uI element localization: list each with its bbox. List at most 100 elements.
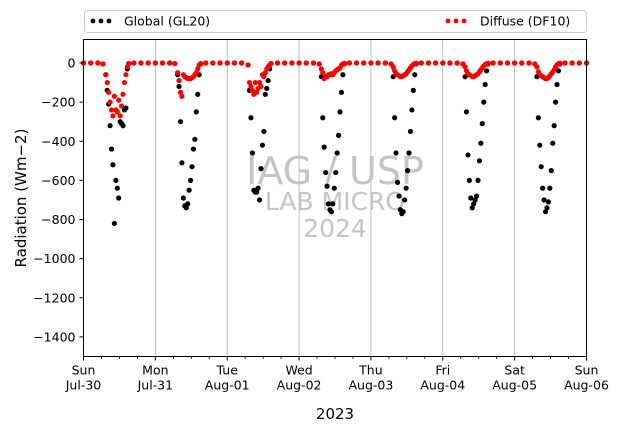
data-point xyxy=(274,60,281,66)
data-point xyxy=(265,77,271,84)
data-point xyxy=(471,201,477,207)
data-point xyxy=(255,185,261,191)
legend-marker-global xyxy=(98,18,104,24)
data-points xyxy=(80,60,590,227)
legend-marker-diffuse xyxy=(461,18,467,24)
data-point xyxy=(179,160,185,166)
data-point xyxy=(121,79,128,86)
data-point xyxy=(454,60,460,66)
data-point xyxy=(95,60,101,66)
data-point xyxy=(562,60,568,66)
data-point xyxy=(535,115,541,121)
x-tick-label-date: Aug-04 xyxy=(420,378,465,393)
data-point xyxy=(407,128,414,135)
y-tick-label: −200 xyxy=(41,95,75,110)
data-point xyxy=(176,77,182,84)
data-point xyxy=(248,115,254,121)
data-point xyxy=(410,87,416,93)
legend-entry-global: Global (GL20) xyxy=(90,14,210,29)
data-point xyxy=(353,60,360,66)
data-point xyxy=(310,60,317,66)
data-point xyxy=(185,201,191,207)
data-point xyxy=(114,185,120,191)
data-point xyxy=(335,132,342,138)
data-point xyxy=(120,91,126,97)
data-point xyxy=(246,79,253,86)
data-point xyxy=(193,109,199,115)
data-point xyxy=(107,123,113,129)
data-point xyxy=(264,85,270,92)
data-point xyxy=(497,60,503,66)
data-point xyxy=(104,79,110,86)
data-point xyxy=(340,72,346,78)
data-point xyxy=(195,91,201,97)
data-point xyxy=(479,121,485,127)
data-point xyxy=(217,60,223,66)
data-point xyxy=(111,220,117,227)
data-point xyxy=(481,99,487,105)
data-point xyxy=(325,201,332,207)
x-tick-label-day: Sun xyxy=(72,363,96,378)
data-point xyxy=(402,197,408,203)
data-point xyxy=(526,60,532,66)
data-point xyxy=(249,150,255,156)
legend-marker-global xyxy=(90,18,96,24)
data-point xyxy=(131,60,137,66)
data-point xyxy=(544,205,550,211)
data-point xyxy=(396,193,402,199)
legend: Global (GL20) Diffuse (DF10) xyxy=(84,10,587,33)
data-point xyxy=(394,179,401,185)
data-point xyxy=(368,60,374,66)
data-point xyxy=(542,209,549,215)
legend-entry-diffuse: Diffuse (DF10) xyxy=(445,14,570,29)
data-point xyxy=(111,93,117,99)
y-tick-label: −600 xyxy=(41,173,75,188)
data-point xyxy=(482,81,488,88)
watermark-line-3: 2024 xyxy=(303,214,367,243)
data-point xyxy=(159,60,166,66)
x-tick-label-date: Aug-06 xyxy=(564,378,609,393)
data-point xyxy=(418,60,424,66)
x-tick-label-day: Sun xyxy=(575,363,599,378)
data-point xyxy=(554,81,560,88)
data-point xyxy=(569,60,575,66)
data-point xyxy=(469,205,475,211)
data-point xyxy=(108,146,115,152)
data-point xyxy=(545,199,552,205)
data-point xyxy=(361,60,367,66)
x-tick-label-day: Mon xyxy=(142,363,168,378)
data-point xyxy=(512,60,518,66)
x-tick-label-day: Thu xyxy=(358,363,382,378)
x-tick-label-day: Wed xyxy=(285,363,312,378)
data-point xyxy=(318,66,324,72)
x-tick-label-date: Aug-03 xyxy=(349,378,394,393)
y-tick-label: −1000 xyxy=(33,251,75,266)
data-point xyxy=(126,60,132,67)
legend-marker-diffuse xyxy=(445,18,451,24)
data-point xyxy=(245,62,251,68)
data-point xyxy=(248,83,254,90)
data-point xyxy=(403,185,409,191)
data-point xyxy=(476,158,483,164)
data-point xyxy=(548,168,554,174)
data-point xyxy=(490,60,496,66)
data-point xyxy=(256,79,263,86)
data-point xyxy=(117,113,123,119)
data-point xyxy=(258,83,264,90)
data-point xyxy=(103,72,109,78)
grid-lines xyxy=(154,39,516,357)
data-point xyxy=(262,70,268,76)
data-point xyxy=(320,70,326,76)
data-point xyxy=(404,168,411,174)
data-point xyxy=(433,60,439,66)
data-point xyxy=(145,60,151,66)
data-point xyxy=(534,64,540,70)
data-point xyxy=(224,60,230,66)
data-point xyxy=(180,195,186,201)
data-point xyxy=(468,195,474,201)
y-tick-label: −800 xyxy=(41,212,75,227)
x-tick-label-day: Fri xyxy=(435,363,450,378)
y-axis-label: Radiation (Wm−2) xyxy=(12,129,30,268)
data-point xyxy=(193,70,199,76)
